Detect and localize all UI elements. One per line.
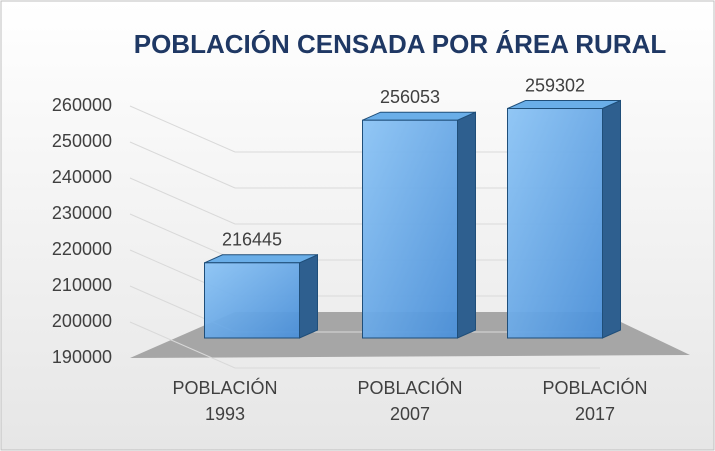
grid-line: [129, 177, 600, 225]
data-label: 259302: [525, 75, 585, 95]
x-tick-label: POBLACIÓN 2007: [357, 378, 463, 424]
bar-top: [204, 254, 318, 264]
bar-side: [602, 99, 621, 339]
grid-line: [129, 105, 600, 153]
grid-line: [129, 141, 600, 189]
x-tick-label: POBLACIÓN 2017: [542, 378, 648, 424]
y-tick-label: 210000: [52, 275, 112, 295]
data-label: 216445: [222, 230, 282, 250]
bar-top: [507, 100, 621, 110]
data-label: 256053: [380, 87, 440, 107]
y-tick-label: 240000: [52, 167, 112, 187]
bar-side: [299, 254, 318, 339]
bar: [204, 262, 300, 339]
y-tick-label: 260000: [52, 95, 112, 115]
chart-title: POBLACIÓN CENSADA POR ÁREA RURAL: [134, 29, 667, 59]
y-tick-label: 250000: [52, 131, 112, 151]
x-tick-label: POBLACIÓN 1993: [172, 378, 278, 424]
grid-line: [129, 321, 600, 369]
bar: [507, 108, 603, 339]
y-tick-label: 190000: [52, 347, 112, 367]
y-tick-label: 230000: [52, 203, 112, 223]
y-tick-label: 220000: [52, 239, 112, 259]
bar-side: [457, 111, 476, 339]
y-tick-label: 200000: [52, 311, 112, 331]
bar: [362, 119, 458, 339]
bar-top: [362, 111, 476, 121]
